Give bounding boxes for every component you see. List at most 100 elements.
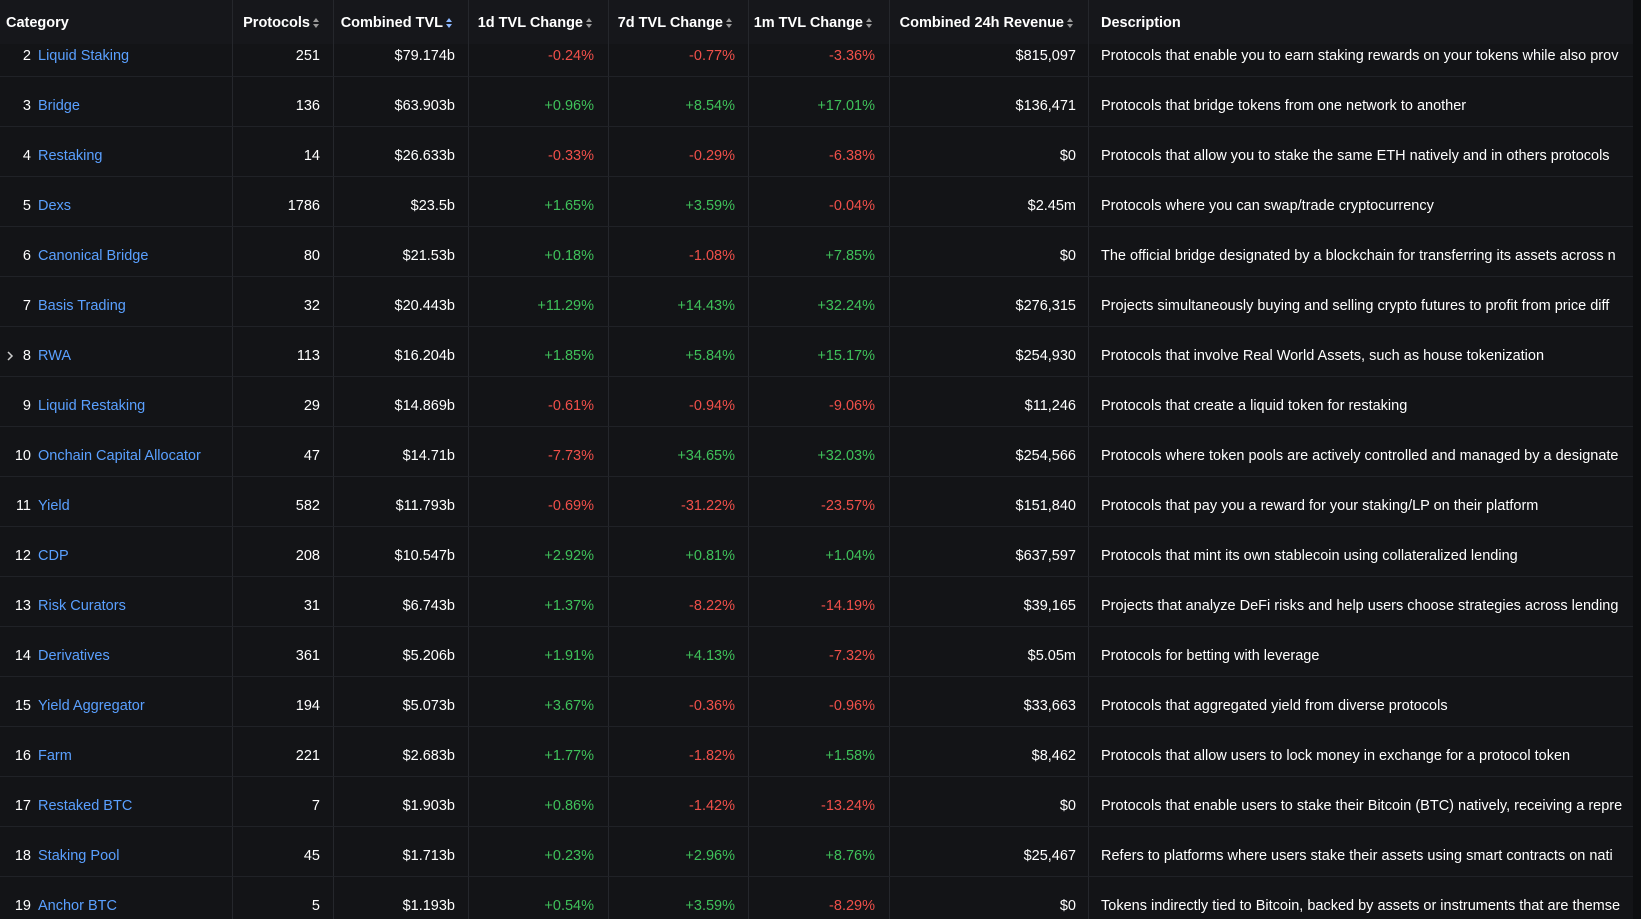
category-link[interactable]: Farm	[38, 747, 72, 764]
category-link[interactable]: Basis Trading	[38, 297, 126, 314]
column-divider	[1088, 0, 1089, 919]
category-link[interactable]: Restaking	[38, 147, 103, 164]
category-link[interactable]: Derivatives	[38, 647, 110, 664]
change-value: -0.77%	[689, 47, 735, 64]
change-value: -6.38%	[829, 147, 875, 164]
row-rank: 12	[14, 547, 31, 564]
column-header[interactable]: 1m TVL Change	[753, 15, 863, 31]
metric-value: $79.174b	[394, 47, 455, 64]
metric-value: 31	[303, 597, 320, 614]
category-link[interactable]: RWA	[38, 347, 72, 364]
sort-icon[interactable]	[1066, 17, 1074, 29]
column-header[interactable]: Combined TVL	[340, 15, 443, 31]
row-divider	[0, 175, 1633, 177]
description: Protocols that involve Real World Assets…	[1101, 347, 1545, 364]
metric-value: $11.793b	[395, 497, 455, 514]
change-value: -9.06%	[829, 397, 875, 414]
metric-value: 7	[311, 797, 320, 814]
row-rank: 7	[22, 297, 31, 314]
row-divider	[0, 575, 1633, 577]
row-rank: 10	[14, 447, 31, 464]
metric-value: $1.193b	[402, 897, 455, 914]
change-value: +11.29%	[537, 297, 594, 314]
row-divider	[0, 875, 1633, 877]
category-link[interactable]: Yield	[38, 497, 70, 514]
change-value: +1.04%	[825, 547, 875, 564]
metric-value: 136	[295, 97, 320, 114]
change-value: +32.03%	[817, 447, 875, 464]
column-header[interactable]: Combined 24h Revenue	[899, 15, 1064, 31]
column-header: Description	[1101, 15, 1181, 31]
sort-icon[interactable]	[312, 17, 320, 29]
change-value: -0.69%	[548, 497, 594, 514]
description: Projects simultaneously buying and selli…	[1101, 297, 1610, 314]
metric-value: $8,462	[1031, 747, 1076, 764]
change-value: +1.37%	[544, 597, 594, 614]
change-value: +0.18%	[544, 247, 594, 264]
row-rank: 2	[22, 47, 31, 64]
category-link[interactable]: Bridge	[38, 97, 80, 114]
change-value: +1.91%	[544, 647, 594, 664]
change-value: +0.81%	[685, 547, 735, 564]
change-value: +3.59%	[685, 197, 735, 214]
description: Protocols that aggregated yield from div…	[1101, 697, 1448, 714]
metric-value: $136,471	[1015, 97, 1076, 114]
change-value: -1.08%	[689, 247, 735, 264]
change-value: +1.77%	[544, 747, 594, 764]
category-link[interactable]: Liquid Restaking	[38, 397, 146, 414]
expand-chevron[interactable]	[5, 349, 15, 363]
description: Protocols for betting with leverage	[1101, 647, 1320, 664]
category-link[interactable]: Anchor BTC	[38, 897, 117, 914]
metric-value: $23.5b	[410, 197, 455, 214]
row-rank: 13	[14, 597, 31, 614]
change-value: -1.42%	[689, 797, 735, 814]
category-link[interactable]: Staking Pool	[38, 847, 120, 864]
row-rank: 15	[14, 697, 31, 714]
sort-icon[interactable]	[865, 17, 873, 29]
column-header[interactable]: 7d TVL Change	[617, 15, 723, 31]
sort-icon[interactable]	[585, 17, 593, 29]
change-value: +1.58%	[825, 747, 875, 764]
category-link[interactable]: Dexs	[38, 197, 72, 214]
change-value: -0.29%	[689, 147, 735, 164]
metric-value: 29	[303, 397, 320, 414]
description: Protocols that enable you to earn stakin…	[1101, 47, 1619, 64]
category-link[interactable]: Yield Aggregator	[38, 697, 145, 714]
description: Protocols that create a liquid token for…	[1101, 397, 1408, 414]
row-divider	[0, 675, 1633, 677]
sort-icon[interactable]	[445, 17, 453, 29]
metric-value: $254,930	[1015, 347, 1076, 364]
category-link[interactable]: Onchain Capital Allocator	[38, 447, 201, 464]
change-value: -8.22%	[689, 597, 735, 614]
metric-value: $14.869b	[394, 397, 455, 414]
metric-value: 251	[295, 47, 320, 64]
metric-value: 582	[295, 497, 320, 514]
row-rank: 5	[22, 197, 31, 214]
description: Protocols that mint its own stablecoin u…	[1101, 547, 1518, 564]
category-link[interactable]: Restaked BTC	[38, 797, 133, 814]
category-link[interactable]: Canonical Bridge	[38, 247, 149, 264]
row-rank: 11	[15, 497, 31, 514]
row-rank: 16	[14, 747, 31, 764]
change-value: -7.73%	[548, 447, 594, 464]
description: Protocols that pay you a reward for your…	[1101, 497, 1539, 514]
row-divider	[0, 125, 1633, 127]
change-value: +17.01%	[817, 97, 875, 114]
metric-value: $637,597	[1015, 547, 1076, 564]
row-divider	[0, 825, 1633, 827]
column-divider	[468, 0, 469, 919]
metric-value: 1786	[287, 197, 320, 214]
change-value: +3.59%	[685, 897, 735, 914]
row-divider	[0, 775, 1633, 777]
change-value: -23.57%	[820, 497, 875, 514]
category-link[interactable]: Liquid Staking	[38, 47, 130, 64]
column-header[interactable]: Protocols	[243, 15, 310, 31]
sort-icon[interactable]	[725, 17, 733, 29]
category-link[interactable]: Risk Curators	[38, 597, 126, 614]
category-link[interactable]: CDP	[38, 547, 69, 564]
change-value: +4.13%	[685, 647, 735, 664]
column-header[interactable]: 1d TVL Change	[477, 15, 583, 31]
description: Protocols that allow users to lock money…	[1101, 747, 1571, 764]
